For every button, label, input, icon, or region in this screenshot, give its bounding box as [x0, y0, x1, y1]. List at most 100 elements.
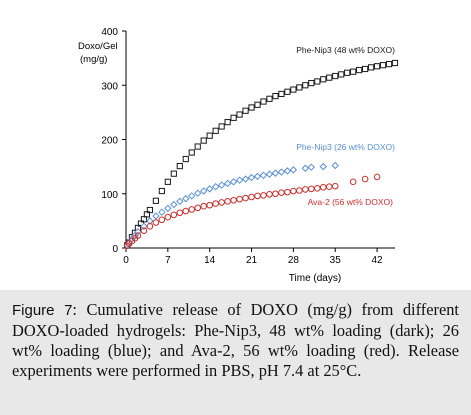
- data-point-diamond: [211, 182, 220, 191]
- data-point-square: [350, 68, 357, 75]
- data-point-square: [290, 86, 297, 93]
- x-tick-label: 35: [330, 255, 342, 266]
- data-point-diamond: [152, 212, 160, 220]
- data-point-circle: [230, 196, 237, 204]
- y-axis-title: (mg/g): [80, 54, 107, 65]
- data-point-diamond: [265, 170, 274, 178]
- series-label: Ava-2 (56 wt% DOXO): [308, 197, 394, 207]
- data-point-square: [296, 84, 303, 91]
- data-point-square: [206, 132, 213, 139]
- data-point-diamond: [217, 181, 226, 189]
- data-point-square: [182, 155, 189, 163]
- data-point-diamond: [182, 194, 190, 203]
- caption-label: Figure 7: [12, 302, 73, 319]
- x-tick-label: 0: [123, 255, 129, 266]
- data-point-square: [146, 206, 154, 214]
- data-point-diamond: [194, 189, 202, 197]
- x-tick-label: 21: [246, 255, 258, 266]
- data-point-diamond: [319, 162, 327, 171]
- data-point-diamond: [247, 173, 256, 182]
- data-point-square: [260, 98, 267, 105]
- data-point-square: [320, 76, 327, 83]
- data-point-square: [344, 69, 351, 76]
- data-point-square: [158, 187, 165, 195]
- y-tick-label: 400: [101, 27, 118, 38]
- data-point-circle: [361, 175, 369, 183]
- data-point-circle: [188, 206, 196, 213]
- data-point-diamond: [289, 166, 298, 174]
- x-tick-label: 14: [204, 255, 216, 266]
- caption-body: : Cumulative release of DOXO (mg/g) from…: [12, 300, 459, 380]
- data-point-circle: [164, 213, 172, 221]
- data-point-circle: [224, 198, 231, 205]
- x-tick-label: 7: [165, 255, 171, 266]
- figure-caption: Figure 7: Cumulative release of DOXO (mg…: [0, 290, 471, 415]
- data-point-square: [373, 63, 381, 70]
- y-axis-title: Doxo/Gel: [78, 41, 118, 52]
- data-point-square: [302, 82, 309, 89]
- data-point-square: [272, 93, 279, 100]
- data-point-square: [391, 59, 399, 67]
- data-point-square: [188, 149, 195, 156]
- data-point-square: [236, 111, 243, 118]
- data-point-square: [284, 88, 291, 95]
- data-point-diamond: [241, 175, 250, 183]
- data-point-square: [338, 71, 345, 78]
- data-point-diamond: [229, 178, 238, 186]
- data-point-circle: [134, 232, 142, 239]
- caption-paragraph: Figure 7: Cumulative release of DOXO (mg…: [0, 290, 471, 381]
- data-point-diamond: [158, 208, 166, 216]
- data-point-circle: [170, 211, 178, 219]
- data-point-circle: [278, 189, 285, 196]
- series-1: [123, 161, 339, 249]
- data-point-circle: [158, 216, 166, 224]
- data-point-square: [385, 60, 393, 68]
- data-point-diamond: [146, 217, 154, 225]
- data-point-square: [278, 90, 285, 98]
- data-point-diamond: [271, 169, 280, 177]
- data-point-circle: [290, 187, 297, 195]
- data-point-circle: [296, 187, 303, 194]
- data-point-square: [224, 119, 231, 126]
- x-tick-label: 28: [288, 255, 300, 266]
- data-point-circle: [248, 193, 255, 201]
- data-point-square: [308, 79, 315, 87]
- y-tick-label: 200: [101, 136, 118, 147]
- x-axis-title: Time (days): [289, 273, 341, 284]
- data-point-square: [314, 78, 321, 85]
- data-point-circle: [254, 192, 261, 200]
- data-point-square: [332, 72, 339, 80]
- chart: 0 100 200 300 400 0 7 14 21 28 35 42 Doxo/Gel (mg/g) T…: [78, 27, 399, 284]
- data-point-diamond: [277, 168, 286, 176]
- data-point-square: [356, 66, 363, 74]
- data-point-square: [326, 74, 333, 81]
- data-point-circle: [212, 200, 219, 207]
- data-point-diamond: [164, 204, 172, 213]
- data-point-circle: [284, 188, 291, 196]
- data-point-diamond: [283, 167, 292, 175]
- chart-axes: [122, 30, 395, 252]
- data-point-circle: [272, 190, 279, 198]
- data-point-square: [194, 143, 201, 150]
- data-point-circle: [176, 209, 184, 217]
- data-point-square: [200, 137, 207, 144]
- data-point-circle: [194, 204, 202, 212]
- y-tick-label: 0: [112, 244, 118, 255]
- series-label: Phe-Nip3 (26 wt% DOXO): [296, 142, 395, 152]
- series-label: Phe-Nip3 (48 wt% DOXO): [296, 45, 395, 55]
- series-2: [123, 173, 381, 250]
- data-point-circle: [373, 173, 381, 181]
- data-point-circle: [331, 182, 339, 190]
- data-point-diamond: [259, 171, 268, 180]
- data-point-square: [164, 178, 171, 185]
- data-point-circle: [260, 192, 267, 199]
- data-point-diamond: [205, 185, 214, 193]
- data-point-diamond: [307, 163, 316, 171]
- data-point-square: [176, 162, 183, 170]
- data-point-diamond: [331, 161, 339, 170]
- data-point-square: [266, 95, 273, 102]
- data-point-diamond: [301, 164, 310, 172]
- x-tick-label: 42: [372, 255, 384, 266]
- data-point-circle: [218, 199, 225, 206]
